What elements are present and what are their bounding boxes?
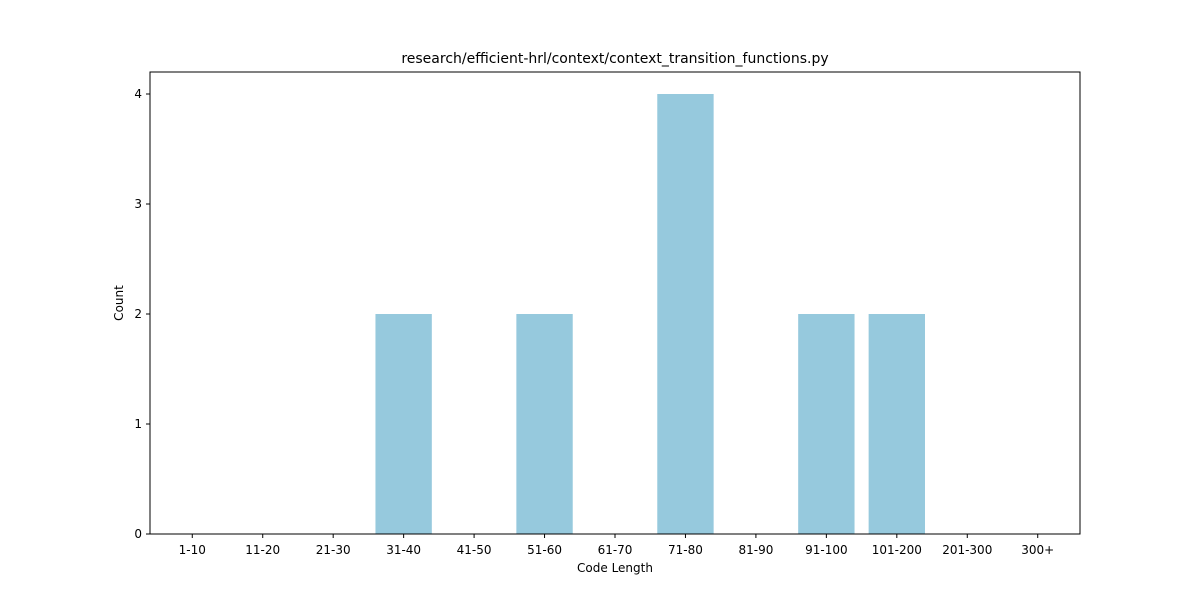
y-tick-label: 2	[134, 307, 142, 321]
bar-91-100	[798, 314, 855, 534]
y-tick-label: 3	[134, 197, 142, 211]
x-tick-label: 300+	[1021, 543, 1054, 557]
x-axis-label: Code Length	[577, 561, 653, 575]
bar-101-200	[868, 314, 925, 534]
y-tick-label: 0	[134, 527, 142, 541]
y-axis-ticks: 0 1 2 3 4	[134, 87, 150, 541]
x-tick-label: 201-300	[942, 543, 992, 557]
x-tick-label: 41-50	[457, 543, 492, 557]
x-tick-label: 71-80	[668, 543, 703, 557]
x-tick-label: 51-60	[527, 543, 562, 557]
bar-51-60	[516, 314, 573, 534]
x-tick-label: 31-40	[386, 543, 421, 557]
x-tick-label: 1-10	[179, 543, 206, 557]
x-tick-label: 21-30	[316, 543, 351, 557]
bar-71-80	[657, 94, 714, 534]
x-tick-label: 61-70	[598, 543, 633, 557]
chart-title: research/efficient-hrl/context/context_t…	[401, 51, 828, 67]
x-tick-label: 91-100	[805, 543, 848, 557]
bar-31-40	[375, 314, 432, 534]
y-tick-label: 1	[134, 417, 142, 431]
y-axis-label: Count	[112, 285, 126, 321]
x-tick-label: 11-20	[245, 543, 280, 557]
x-tick-label: 101-200	[872, 543, 922, 557]
x-tick-label: 81-90	[738, 543, 773, 557]
bars-group	[375, 94, 925, 534]
plot-frame	[149, 71, 1081, 535]
x-axis-ticks: 1-10 11-20 21-30 31-40 41-50 51-60 61-70 71-80 8…	[179, 534, 1054, 557]
y-tick-label: 4	[134, 87, 142, 101]
